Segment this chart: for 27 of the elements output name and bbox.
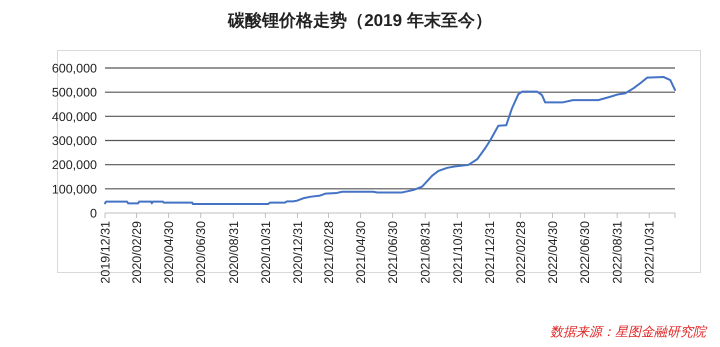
- y-tick-label: 300,000: [52, 134, 98, 148]
- x-tick-label: 2022/08/31: [610, 220, 625, 284]
- x-tick-label: 2020/04/30: [162, 220, 176, 284]
- x-tick-label: 2021/12/31: [482, 220, 497, 284]
- y-tick-label: 0: [90, 206, 98, 220]
- x-tick-label: 2022/06/30: [578, 220, 592, 284]
- x-tick-label: 2020/06/30: [194, 220, 208, 284]
- x-tick-label: 2022/02/28: [514, 220, 528, 284]
- x-tick-label: 2021/10/31: [450, 220, 465, 284]
- source-note: 数据来源：星图金融研究院: [550, 324, 708, 339]
- x-tick-label: 2021/04/30: [354, 220, 368, 284]
- x-tick-label: 2022/04/30: [546, 220, 560, 284]
- x-tick-label: 2022/10/31: [642, 220, 657, 284]
- chart-title: 碳酸锂价格走势（2019 年末至今）: [227, 11, 492, 30]
- x-tick-label: 2020/08/31: [226, 220, 241, 284]
- x-tick-label: 2021/08/31: [418, 220, 433, 284]
- x-tick-label: 2021/02/28: [322, 220, 336, 284]
- x-tick-label: 2020/10/31: [258, 220, 273, 284]
- x-tick-label: 2019/12/31: [98, 220, 112, 284]
- x-tick-label: 2020/12/31: [290, 220, 305, 284]
- x-tick-label: 2020/02/29: [130, 220, 144, 284]
- y-tick-label: 500,000: [52, 86, 98, 100]
- y-tick-label: 200,000: [52, 158, 98, 172]
- y-tick-label: 600,000: [52, 62, 98, 76]
- y-tick-label: 400,000: [52, 110, 98, 124]
- y-tick-label: 100,000: [52, 182, 98, 196]
- x-tick-label: 2021/06/30: [386, 220, 400, 284]
